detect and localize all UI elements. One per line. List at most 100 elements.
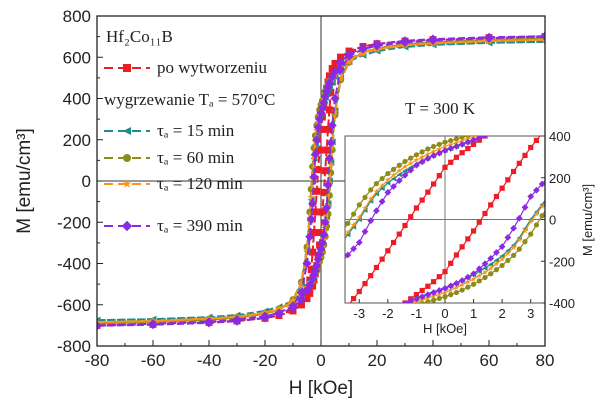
marker-triangle-left bbox=[356, 216, 362, 223]
marker-circle bbox=[528, 231, 534, 237]
marker-star bbox=[551, 115, 557, 121]
marker-star bbox=[307, 193, 316, 201]
marker-star bbox=[476, 272, 483, 279]
marker-diamond bbox=[441, 147, 449, 154]
marker-square bbox=[373, 264, 380, 271]
marker-triangle-left bbox=[540, 120, 545, 125]
marker-circle bbox=[373, 180, 380, 187]
marker-circle bbox=[345, 320, 350, 325]
marker-square bbox=[123, 64, 131, 72]
marker-diamond bbox=[315, 114, 325, 124]
marker-square bbox=[307, 266, 315, 274]
marker-diamond bbox=[367, 312, 374, 319]
marker-diamond bbox=[316, 108, 326, 118]
marker-square bbox=[430, 181, 437, 187]
main-axes: -80 -60 -40 -20 0 20 40 60 80-800-600-400-200020… bbox=[57, 7, 554, 370]
marker-circle bbox=[413, 152, 420, 158]
marker-square bbox=[522, 113, 527, 118]
marker-triangle-left bbox=[340, 240, 345, 245]
marker-square bbox=[476, 219, 482, 225]
marker-circle bbox=[340, 321, 345, 326]
marker-circle bbox=[465, 284, 471, 290]
marker-circle bbox=[545, 204, 550, 209]
marker-circle bbox=[511, 119, 516, 124]
marker-star bbox=[510, 244, 517, 250]
marker-diamond bbox=[401, 171, 409, 179]
marker-diamond bbox=[310, 149, 320, 159]
inset-y-tick-label: -200 bbox=[549, 254, 575, 269]
marker-circle bbox=[534, 115, 539, 120]
marker-square bbox=[413, 205, 420, 211]
marker-diamond bbox=[399, 302, 400, 303]
marker-diamond bbox=[504, 234, 512, 241]
marker-diamond bbox=[336, 65, 346, 75]
marker-circle bbox=[362, 194, 368, 200]
marker-diamond bbox=[424, 291, 432, 299]
marker-diamond bbox=[453, 279, 460, 287]
marker-star bbox=[505, 123, 511, 129]
marker-star bbox=[447, 141, 454, 148]
y-tick-label: -800 bbox=[57, 337, 91, 356]
marker-diamond bbox=[361, 228, 369, 235]
marker-star bbox=[336, 74, 345, 83]
marker-triangle-left bbox=[400, 302, 402, 303]
inset-x-tick-label: 0 bbox=[441, 306, 448, 321]
marker-star bbox=[367, 195, 374, 202]
marker-circle bbox=[374, 314, 379, 319]
marker-star bbox=[504, 250, 511, 256]
marker-star bbox=[436, 291, 443, 297]
marker-star bbox=[424, 151, 431, 157]
marker-star bbox=[384, 176, 391, 183]
marker-triangle-left bbox=[396, 172, 402, 178]
marker-star bbox=[470, 275, 477, 282]
marker-diamond bbox=[97, 321, 102, 331]
marker-diamond bbox=[339, 319, 346, 326]
marker-square bbox=[356, 288, 362, 295]
marker-diamond bbox=[305, 232, 315, 242]
marker-square bbox=[311, 208, 319, 216]
marker-star bbox=[533, 117, 539, 123]
marker-square bbox=[318, 208, 326, 216]
marker-square bbox=[320, 188, 328, 196]
marker-square bbox=[337, 53, 345, 61]
marker-square bbox=[362, 321, 367, 326]
marker-star bbox=[487, 265, 494, 271]
marker-diamond bbox=[344, 318, 351, 325]
marker-star bbox=[459, 281, 466, 288]
legend: Hf₂Co₁₁B wygrzewanie Tₐ = 570°C po wytwo… bbox=[104, 27, 275, 235]
marker-square bbox=[482, 210, 488, 217]
marker-square bbox=[357, 323, 362, 328]
marker-diamond bbox=[384, 188, 392, 196]
marker-square bbox=[379, 256, 385, 262]
marker-square bbox=[517, 115, 522, 120]
marker-diamond bbox=[407, 166, 415, 174]
y-tick-label: 800 bbox=[63, 7, 91, 26]
inset-x-tick-label: -1 bbox=[411, 306, 423, 321]
marker-square bbox=[340, 309, 345, 314]
legend-subtitle: wygrzewanie Tₐ = 570°C bbox=[104, 90, 275, 109]
marker-diamond bbox=[121, 220, 133, 232]
marker-triangle-left bbox=[511, 126, 516, 131]
marker-square bbox=[413, 292, 420, 298]
marker-star bbox=[442, 289, 448, 296]
marker-square bbox=[488, 130, 493, 135]
marker-square bbox=[528, 110, 533, 115]
marker-diamond bbox=[464, 273, 472, 281]
marker-diamond bbox=[515, 214, 523, 222]
marker-star bbox=[390, 172, 397, 178]
marker-star bbox=[368, 312, 374, 318]
marker-square bbox=[534, 109, 539, 114]
marker-star bbox=[333, 318, 339, 324]
marker-diamond bbox=[372, 41, 382, 51]
y-tick-label: 200 bbox=[63, 131, 91, 150]
marker-diamond bbox=[441, 285, 449, 292]
marker-square bbox=[494, 126, 499, 131]
marker-square bbox=[408, 214, 414, 220]
marker-square bbox=[345, 303, 350, 308]
marker-diamond bbox=[327, 72, 337, 82]
marker-diamond bbox=[344, 51, 354, 61]
marker-circle bbox=[516, 246, 522, 252]
marker-circle bbox=[334, 321, 339, 326]
marker-diamond bbox=[302, 258, 312, 269]
marker-diamond bbox=[538, 180, 545, 188]
